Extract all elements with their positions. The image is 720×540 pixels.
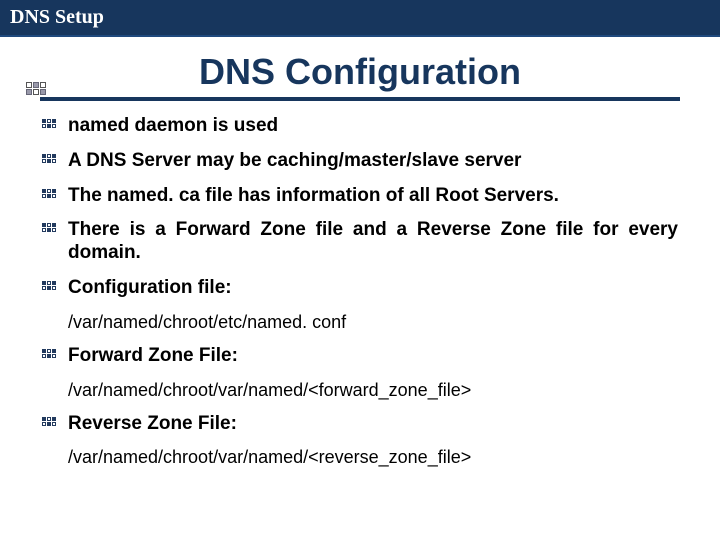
bullet-icon: [42, 349, 58, 363]
list-item-text: Forward Zone File:: [68, 345, 678, 368]
title-underline: [40, 97, 680, 101]
list-item-text: Reverse Zone File:: [68, 413, 678, 436]
list-item: named daemon is used: [42, 115, 678, 138]
title-section: DNS Configuration: [40, 51, 680, 101]
slide-title: DNS Configuration: [40, 51, 680, 95]
bullet-icon: [42, 417, 58, 431]
header-title: DNS Setup: [10, 6, 710, 29]
list-item-text: There is a Forward Zone file and a Rever…: [68, 219, 678, 265]
content-area: named daemon is used A DNS Server may be …: [42, 115, 678, 468]
bullet-icon: [42, 281, 58, 295]
file-path: /var/named/chroot/etc/named. conf: [68, 312, 678, 333]
list-item: A DNS Server may be caching/master/slave…: [42, 150, 678, 173]
bullet-icon: [42, 119, 58, 133]
list-item: The named. ca file has information of al…: [42, 185, 678, 208]
bullet-icon: [42, 189, 58, 203]
file-path: /var/named/chroot/var/named/<forward_zon…: [68, 380, 678, 401]
list-item: Reverse Zone File:: [42, 413, 678, 436]
list-item: Configuration file:: [42, 277, 678, 300]
list-item-text: A DNS Server may be caching/master/slave…: [68, 150, 678, 173]
list-item: There is a Forward Zone file and a Rever…: [42, 219, 678, 265]
list-item: Forward Zone File:: [42, 345, 678, 368]
file-path: /var/named/chroot/var/named/<reverse_zon…: [68, 447, 678, 468]
bullet-icon: [42, 154, 58, 168]
list-item-text: Configuration file:: [68, 277, 678, 300]
slide-header: DNS Setup: [0, 0, 720, 37]
title-bullet-icon: [25, 81, 51, 95]
bullet-icon: [42, 223, 58, 237]
list-item-text: named daemon is used: [68, 115, 678, 138]
list-item-text: The named. ca file has information of al…: [68, 185, 678, 208]
